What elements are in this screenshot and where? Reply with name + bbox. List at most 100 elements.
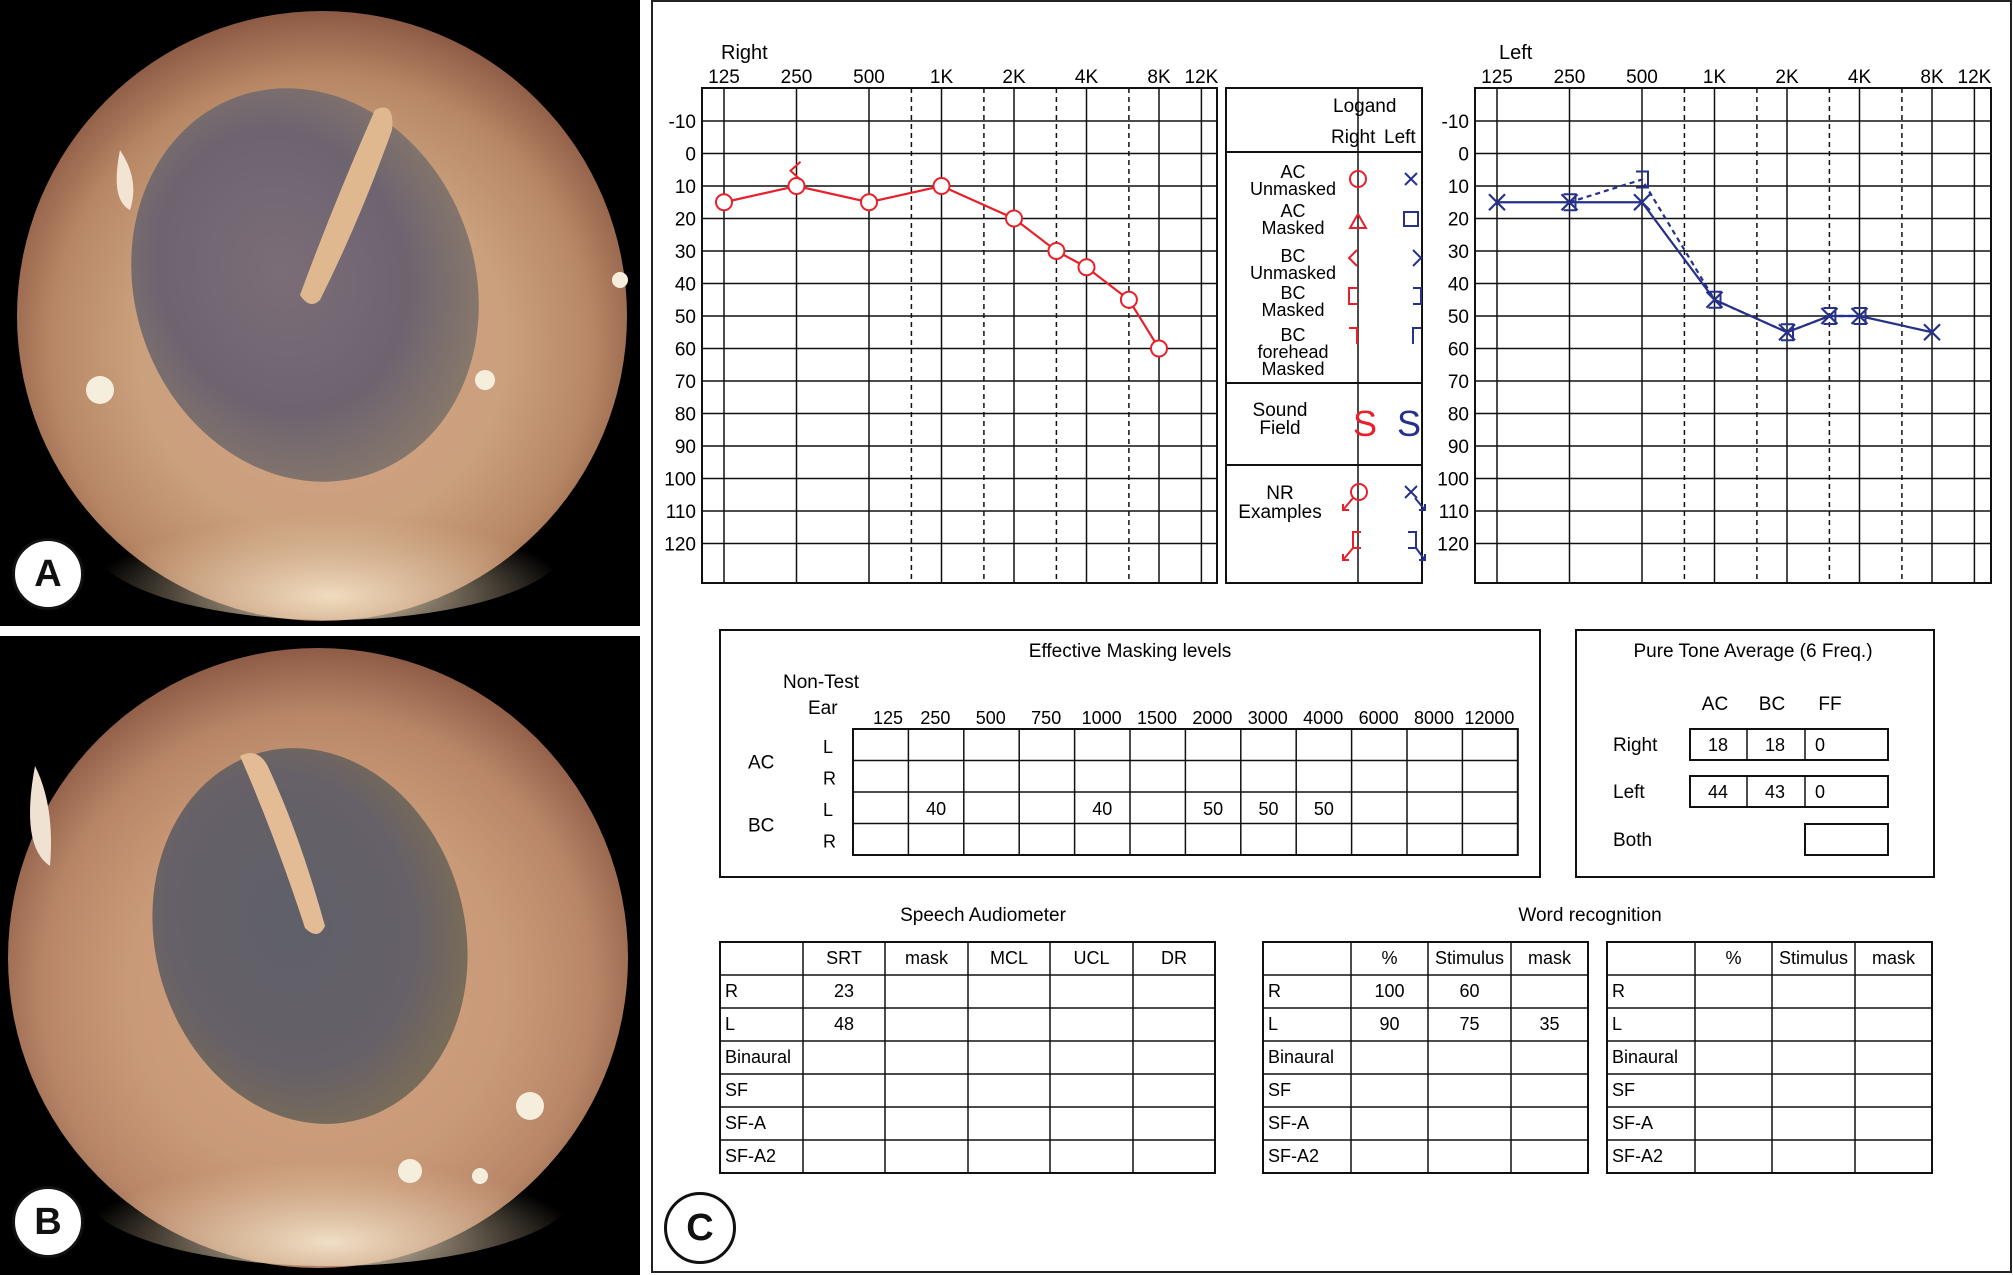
left-freq-tick-label: 500: [1626, 67, 1658, 88]
masking-title: Effective Masking levels: [1029, 641, 1231, 662]
otoscopic-photo-b: B: [0, 636, 640, 1275]
left-db-tick-label: 20: [1448, 210, 1469, 231]
legend-bc-masked-line1: BC: [1280, 283, 1305, 303]
pta-row-box: [1689, 775, 1889, 808]
speech-cell-value: 23: [834, 981, 854, 1001]
legend-ac-masked-line1: AC: [1280, 201, 1305, 221]
left-data-point: [1488, 193, 1506, 212]
word-recognition-cell-value: 100: [1374, 981, 1404, 1001]
word-recognition-2-row-label: R: [1612, 981, 1625, 1001]
legend-bc-unmasked-line1: BC: [1280, 246, 1305, 266]
right-data-point: [1047, 242, 1066, 260]
left-audiogram-grid: [1474, 87, 1992, 584]
legend-bc-unmasked-right-symbol: [1347, 249, 1358, 267]
right-db-tick-label: 20: [675, 210, 696, 231]
masking-ear-label: L: [823, 800, 833, 820]
word-recognition-row-label: SF: [1268, 1080, 1291, 1100]
right-db-tick-label: 50: [675, 307, 696, 328]
legend-nr-left-bc-symbol: [1408, 531, 1417, 549]
left-db-tick-label: 50: [1448, 307, 1469, 328]
right-data-point: [1077, 258, 1096, 277]
legend-ac-unmasked-line2: Unmasked: [1250, 179, 1336, 199]
right-db-tick-label: 90: [675, 437, 696, 458]
right-db-tick-label: 30: [675, 242, 696, 263]
word-recognition-2-row-label: SF-A: [1612, 1113, 1653, 1133]
pta-cell-value: 43: [1765, 782, 1785, 802]
legend-bc-unmasked-line2: Unmasked: [1250, 263, 1336, 283]
masking-freq-header: 6000: [1359, 708, 1399, 728]
legend-bc-unmasked-left-symbol: [1412, 249, 1423, 267]
masking-freq-header: 1000: [1082, 708, 1122, 728]
left-db-tick-label: 110: [1439, 502, 1469, 523]
right-db-tick-label: 120: [664, 535, 696, 556]
legend-sound-field-left-symbol: S: [1397, 403, 1421, 444]
left-db-tick-label: 10: [1448, 177, 1469, 198]
panel-a-label: A: [12, 538, 84, 610]
pta-col-header: BC: [1759, 694, 1785, 715]
right-freq-tick-label: 4K: [1075, 67, 1099, 88]
right-data-point: [1150, 339, 1168, 358]
pta-box: [1575, 629, 1935, 878]
word-recognition-header-cell: Stimulus: [1435, 948, 1504, 968]
left-db-tick-label: 120: [1437, 535, 1469, 556]
left-freq-tick-label: 12K: [1958, 67, 1992, 88]
word-recognition-cell-value: 35: [1539, 1014, 1559, 1034]
left-data-point: [1823, 307, 1837, 325]
masking-freq-header: 2000: [1192, 708, 1232, 728]
speech-row-label: R: [725, 981, 738, 1001]
masking-group-label: AC: [748, 753, 774, 774]
masking-freq-header: 3000: [1248, 708, 1288, 728]
right-freq-tick-label: 2K: [1002, 67, 1026, 88]
left-db-tick-label: 80: [1448, 405, 1469, 426]
speech-table: SRT mask MCL UCL DR R 23 L 48 Binaural SF SF-A SF-A2: [719, 941, 1216, 1174]
word-recognition-cell-value: 90: [1379, 1014, 1399, 1034]
right-audiogram-grid: [701, 87, 1218, 584]
word-recognition-2-table-frame: [1606, 941, 1933, 1174]
pta-cell-value: 44: [1708, 782, 1728, 802]
right-data-point: [1005, 209, 1023, 228]
masking-freq-header: 750: [1031, 708, 1061, 728]
speech-header-cell: mask: [905, 948, 949, 968]
legend-bc-masked-right-symbol: [1348, 287, 1357, 305]
word-recognition-row-label: R: [1268, 981, 1281, 1001]
right-db-tick-label: 10: [675, 177, 696, 198]
word-recognition-table-frame: [1262, 941, 1589, 1174]
word-recognition-row-label: Binaural: [1268, 1047, 1334, 1067]
left-data-point: [1923, 323, 1941, 342]
masking-box: [719, 629, 1541, 878]
panel-c-audiology-report: Right 125 250 500 1K 2K 4K 8K 12K -10 0 10 20 30 40 5…: [651, 0, 2012, 1273]
right-audiogram-title: Right: [721, 42, 768, 64]
otoscopic-photo-a: A: [0, 0, 640, 626]
legend-nr-line2: Examples: [1238, 502, 1321, 523]
masking-nontest-line2: Ear: [808, 698, 838, 719]
legend-nr-left-ac-symbol: [1404, 485, 1418, 499]
legend-ac-unmasked-line1: AC: [1280, 162, 1305, 182]
left-db-tick-label: 70: [1448, 372, 1469, 393]
masking-table: 125 250 500 750 1000 1500 2000 3000 4000 6000 8000…: [748, 708, 1519, 856]
masking-cell-value: 50: [1203, 799, 1223, 819]
masking-nontest-line1: Non-Test: [783, 672, 860, 693]
word-recognition-2-header-cell: %: [1725, 948, 1741, 968]
left-db-tick-label: 40: [1448, 275, 1469, 296]
speech-row-label: L: [725, 1014, 735, 1034]
speech-row-label: SF-A2: [725, 1146, 776, 1166]
left-data-point: [1853, 307, 1867, 325]
right-data-point: [1119, 290, 1138, 309]
right-data-point: [932, 177, 951, 195]
pta-cell-value: 0: [1815, 782, 1825, 802]
legend-header-left: Left: [1384, 127, 1416, 148]
left-db-tick-label: -10: [1442, 112, 1469, 133]
right-audiogram-frame: [701, 87, 1218, 584]
pta-table: AC BC FF Right 18 18 0 Left 44 43 0 Both: [1613, 694, 1889, 856]
left-freq-tick-label: 8K: [1920, 67, 1944, 88]
legend-ac-unmasked-left-symbol: [1404, 172, 1418, 186]
left-db-tick-label: 60: [1448, 340, 1469, 361]
right-freq-tick-label: 250: [781, 67, 813, 88]
left-freq-tick-label: 250: [1554, 67, 1586, 88]
left-freq-tick-label: 2K: [1775, 67, 1799, 88]
pta-title: Pure Tone Average (6 Freq.): [1633, 641, 1872, 662]
word-recognition-row-label: SF-A: [1268, 1113, 1309, 1133]
word-recognition-row-label: SF-A2: [1268, 1146, 1319, 1166]
word-recognition-2-row-label: L: [1612, 1014, 1622, 1034]
right-db-tick-label: -10: [669, 112, 696, 133]
